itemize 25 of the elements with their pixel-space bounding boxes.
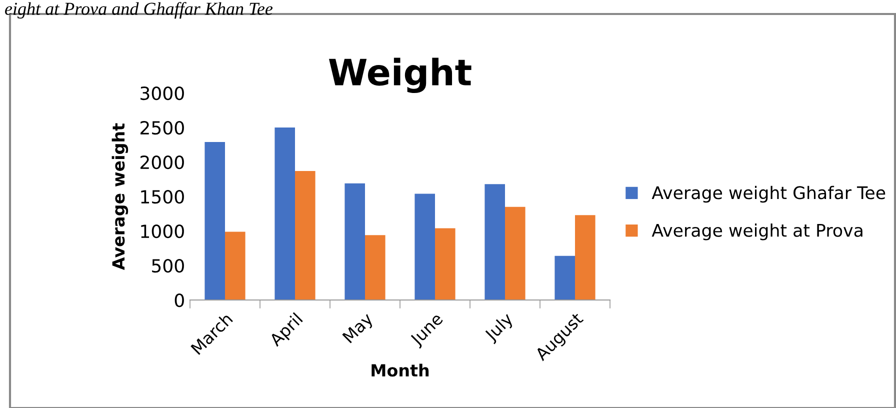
- x-axis-title: Month: [372, 364, 429, 377]
- legend-label: Average weight at Prova: [652, 223, 862, 240]
- bar: [484, 184, 505, 300]
- y-tick-label: 1500: [141, 190, 184, 204]
- bar: [554, 256, 575, 300]
- bar: [365, 235, 386, 300]
- y-tick-label: 3000: [140, 86, 184, 100]
- chart-title: Weight: [328, 58, 472, 93]
- y-tick-label: 0: [174, 293, 184, 308]
- y-tick-label: 2500: [140, 120, 184, 135]
- bar: [414, 194, 435, 300]
- y-tick-label: 2000: [140, 155, 184, 170]
- bar: [505, 206, 526, 300]
- y-tick-label: 1000: [141, 224, 184, 238]
- legend-label: Average weight Ghafar Tee: [652, 186, 886, 203]
- text: eight at Prova and Ghaffar Khan Tee: [5, 2, 273, 19]
- bar: [274, 128, 295, 300]
- bar: [295, 170, 316, 300]
- bar: [225, 232, 246, 300]
- y-tick-label: 500: [152, 258, 184, 273]
- bar: [204, 142, 225, 300]
- bar: [435, 228, 456, 300]
- bar: [344, 183, 365, 300]
- bar: [575, 215, 596, 300]
- y-axis-title: Average weight: [112, 123, 128, 270]
